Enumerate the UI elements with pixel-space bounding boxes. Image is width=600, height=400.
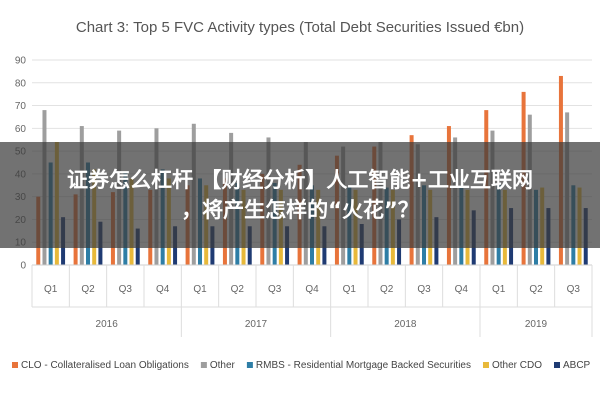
legend-label: ABCP: [563, 360, 591, 371]
legend-swatch: [482, 362, 489, 368]
legend-label: Other: [210, 360, 236, 371]
legend-item: CLO - Collateralised Loan Obligations: [12, 360, 189, 371]
legend-swatch: [200, 362, 207, 368]
year-label: 2017: [245, 319, 268, 330]
y-tick-label: 90: [15, 56, 27, 67]
year-label: 2016: [96, 319, 119, 330]
legend-item: ABCP: [554, 360, 591, 371]
x-tick-label: Q1: [193, 284, 207, 295]
x-axis: Q1 Q2 Q3 Q4 Q1 Q2 Q3 Q4 Q1 Q2 Q3 Q4 Q1 Q2 Q3 2016 2017 20…: [31, 264, 593, 337]
legend-item: Other CDO: [482, 360, 542, 371]
legend: CLO - Collateralised Loan Obligations Oth…: [12, 360, 591, 371]
year-label: 2018: [394, 319, 417, 330]
x-tick-label: Q2: [380, 284, 394, 295]
headline-line-1: 证券怎么杠杆 【财经分析】人工智能+工业互联网: [67, 168, 533, 192]
legend-swatch: [554, 362, 560, 368]
y-tick-label: 80: [15, 78, 27, 89]
x-tick-label: Q2: [81, 284, 95, 295]
x-tick-label: Q4: [305, 284, 319, 295]
x-tick-label: Q1: [343, 284, 357, 295]
legend-swatch: [246, 362, 253, 368]
legend-item: Other: [200, 360, 236, 371]
legend-item: RMBS - Residential Mortgage Backed Secur…: [246, 360, 471, 371]
chart-title: Chart 3: Top 5 FVC Activity types (Total…: [76, 19, 524, 36]
legend-label: CLO - Collateralised Loan Obligations: [21, 360, 189, 371]
x-tick-label: Q1: [492, 284, 506, 295]
x-tick-label: Q4: [455, 284, 469, 295]
x-tick-label: Q3: [417, 284, 431, 295]
headline-overlay: 证券怎么杠杆 【财经分析】人工智能+工业互联网 ，将产生怎样的“火花”？: [0, 142, 600, 248]
x-tick-label: Q2: [529, 284, 543, 295]
legend-label: RMBS - Residential Mortgage Backed Secur…: [256, 360, 471, 371]
x-tick-label: Q1: [44, 284, 58, 295]
x-tick-label: Q2: [231, 284, 245, 295]
y-tick-label: 60: [15, 124, 27, 135]
legend-label: Other CDO: [492, 360, 542, 371]
legend-swatch: [12, 362, 18, 368]
x-tick-label: Q3: [567, 284, 581, 295]
x-tick-label: Q3: [268, 284, 282, 295]
x-tick-label: Q4: [156, 284, 170, 295]
headline-line-2: ，将产生怎样的“火花”？: [181, 198, 419, 222]
year-label: 2019: [525, 319, 548, 330]
x-tick-label: Q3: [119, 284, 133, 295]
y-tick-label: 70: [15, 101, 27, 112]
y-tick-label: 0: [20, 261, 26, 272]
